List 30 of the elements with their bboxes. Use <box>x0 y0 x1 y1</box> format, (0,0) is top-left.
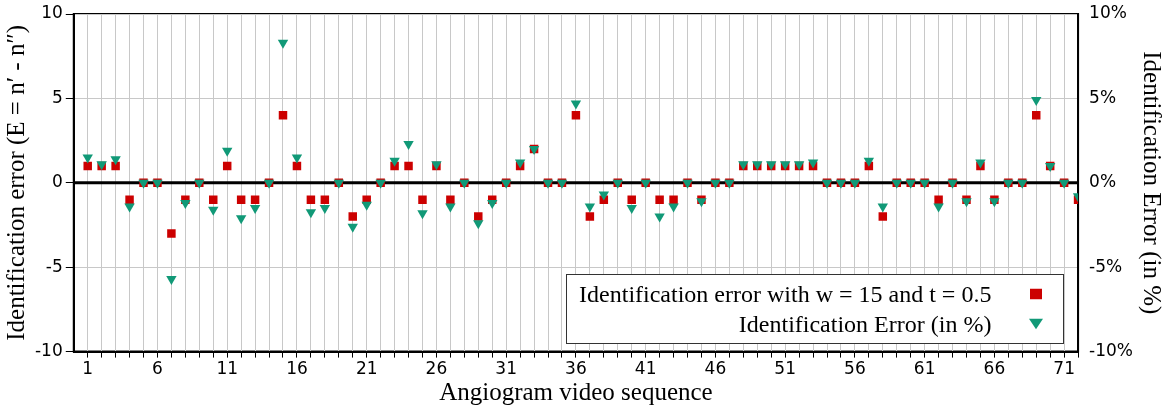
y-tick-label: 0 <box>51 171 63 192</box>
x-tick-label: 31 <box>495 358 517 379</box>
legend-label: Identification Error (in %) <box>738 309 992 339</box>
x-tick-label: 11 <box>216 358 239 379</box>
x-tick-label: 16 <box>286 358 308 379</box>
y-tick-label: -5 <box>45 255 63 276</box>
x-tick-label: 56 <box>844 358 866 379</box>
x-tick-label: 46 <box>704 358 727 379</box>
x-tick-label: 51 <box>774 358 796 379</box>
x-tick-label: 61 <box>913 358 936 379</box>
x-tick-label: 36 <box>565 358 587 379</box>
y-axis-title: Identification error (E = n′ - n″) <box>1 24 30 341</box>
y2-tick-label: -5% <box>1089 255 1123 276</box>
y2-tick-label: -10% <box>1089 340 1133 361</box>
y-tick-label: -10 <box>34 340 63 361</box>
x-tick-label: 71 <box>1053 358 1075 379</box>
legend-label: Identification error with w = 15 and t = 0.5 <box>579 279 992 309</box>
x-tick-label: 21 <box>355 358 378 379</box>
x-tick-label: 1 <box>82 358 94 379</box>
x-tick-label: 66 <box>983 358 1006 379</box>
x-tick-label: 26 <box>425 358 448 379</box>
y2-tick-label: 10% <box>1089 2 1127 23</box>
y2-tick-label: 0% <box>1089 171 1117 192</box>
x-tick-label: 41 <box>634 358 657 379</box>
y2-tick-label: 5% <box>1089 86 1117 107</box>
x-tick-label: 6 <box>152 358 163 379</box>
y-tick-label: 10 <box>41 2 63 23</box>
x-axis-title: Angiogram video sequence <box>439 377 713 405</box>
y2-axis-title: Identification Error (in %) <box>1138 51 1167 315</box>
y-tick-label: 5 <box>51 86 63 107</box>
